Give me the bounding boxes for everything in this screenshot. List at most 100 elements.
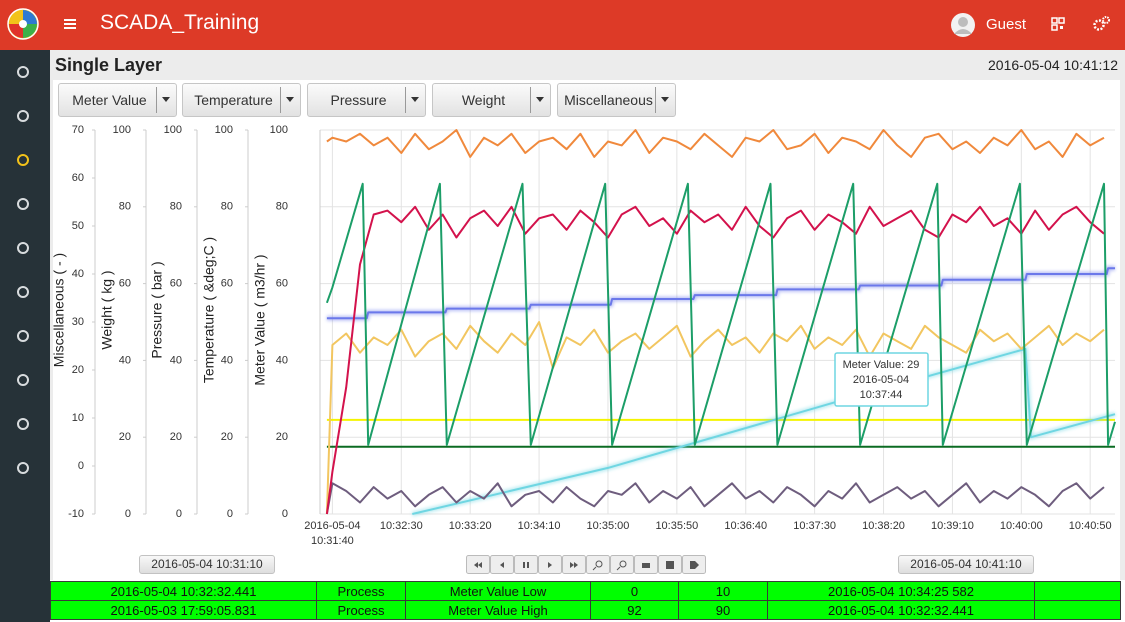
app-title: SCADA_Training bbox=[100, 11, 260, 34]
x-tick-label: 10:40:00 bbox=[1000, 520, 1043, 532]
nav-item[interactable] bbox=[17, 66, 29, 78]
x-tick-label: 10:34:10 bbox=[518, 520, 561, 532]
y-tick-label: 80 bbox=[276, 201, 288, 213]
y-tick-label: 80 bbox=[170, 201, 182, 213]
menu-toggle[interactable] bbox=[63, 17, 77, 31]
nav-item[interactable] bbox=[17, 286, 29, 298]
y-tick-label: 80 bbox=[221, 201, 233, 213]
logo[interactable] bbox=[7, 8, 40, 41]
range-end[interactable]: 2016-05-04 10:41:10 bbox=[898, 555, 1034, 574]
nav-item[interactable] bbox=[17, 462, 29, 474]
alarm-cell: 0 bbox=[590, 581, 679, 601]
y-tick-label: 40 bbox=[170, 354, 182, 366]
alarm-cell: Process bbox=[316, 600, 406, 620]
tooltip-box bbox=[834, 352, 929, 407]
user-avatar[interactable] bbox=[950, 12, 976, 38]
tooltip: Meter Value: 29 2016-05-04 10:37:44 bbox=[834, 352, 929, 407]
y-tick-label: 0 bbox=[227, 508, 233, 520]
y-tick-label: 20 bbox=[119, 431, 131, 443]
button-label: Miscellaneous bbox=[564, 92, 653, 108]
x-tick-label: 10:38:20 bbox=[862, 520, 905, 532]
dropdown-caret bbox=[162, 97, 170, 102]
alarm-cell: 2016-05-04 10:32:32.441 bbox=[767, 600, 1035, 620]
alarm-row: 2016-05-04 10:32:32.441 Process Meter Valu… bbox=[50, 581, 1121, 601]
alarm-cell: Process bbox=[316, 581, 406, 601]
toolbar-button[interactable]: Temperature bbox=[182, 83, 301, 117]
toolbar-button[interactable]: Meter Value bbox=[58, 83, 177, 117]
separator bbox=[655, 87, 656, 113]
x-tick-label: 10:39:10 bbox=[931, 520, 974, 532]
y-tick-label: 40 bbox=[221, 354, 233, 366]
nav-item[interactable] bbox=[17, 242, 29, 254]
y-tick-label: 60 bbox=[221, 278, 233, 290]
series-line bbox=[326, 129, 1105, 158]
qr-icon[interactable] bbox=[1051, 17, 1065, 31]
alarm-cell bbox=[1034, 581, 1121, 601]
y-tick-label: 20 bbox=[276, 431, 288, 443]
y-tick-label: 80 bbox=[119, 201, 131, 213]
separator bbox=[280, 87, 281, 113]
x-tick-label: 10:35:00 bbox=[587, 520, 630, 532]
y-tick-label: 20 bbox=[72, 364, 84, 376]
settings-icon[interactable] bbox=[1092, 15, 1110, 33]
y-tick-label: 30 bbox=[72, 316, 84, 328]
x-tick-date: 2016-05-04 bbox=[304, 520, 360, 532]
range-start[interactable]: 2016-05-04 10:31:10 bbox=[139, 555, 275, 574]
x-tick-label: 10:37:30 bbox=[793, 520, 836, 532]
y-axis-title: Pressure ( bar ) bbox=[149, 261, 165, 358]
y-tick-label: 100 bbox=[215, 124, 233, 136]
y-tick-label: 60 bbox=[276, 278, 288, 290]
nav-item[interactable] bbox=[17, 418, 29, 430]
y-tick-label: 60 bbox=[72, 172, 84, 184]
separator bbox=[530, 87, 531, 113]
y-tick-label: 20 bbox=[221, 431, 233, 443]
y-tick-label: 0 bbox=[125, 508, 131, 520]
panel-title: Single Layer bbox=[55, 55, 163, 75]
y-tick-label: 40 bbox=[72, 268, 84, 280]
dropdown-caret bbox=[286, 97, 294, 102]
toolbar-button[interactable]: Pressure bbox=[307, 83, 426, 117]
toolbar-button[interactable]: Weight bbox=[432, 83, 551, 117]
nav-item[interactable] bbox=[17, 110, 29, 122]
x-tick-label: 10:33:20 bbox=[449, 520, 492, 532]
x-tick-label: 10:32:30 bbox=[380, 520, 423, 532]
alarm-cell: 2016-05-04 10:34:25 582 bbox=[767, 581, 1035, 601]
y-tick-label: 0 bbox=[282, 508, 288, 520]
y-axis-title: Meter Value ( m3/hr ) bbox=[252, 254, 268, 385]
y-tick-label: 40 bbox=[119, 354, 131, 366]
y-tick-label: 100 bbox=[270, 124, 288, 136]
series-line bbox=[326, 267, 1115, 320]
nav-item[interactable] bbox=[17, 330, 29, 342]
chart-area bbox=[53, 80, 1120, 580]
y-tick-label: 60 bbox=[119, 278, 131, 290]
y-tick-label: 10 bbox=[72, 412, 84, 424]
user-name[interactable]: Guest bbox=[986, 16, 1027, 33]
dropdown-caret bbox=[536, 97, 544, 102]
x-tick-label: 10:31:40 bbox=[311, 535, 354, 547]
y-tick-label: 40 bbox=[276, 354, 288, 366]
y-axis-title: Temperature ( &deg;C ) bbox=[201, 237, 217, 383]
alarm-cell: 92 bbox=[590, 600, 679, 620]
button-label: Pressure bbox=[330, 92, 387, 108]
separator bbox=[156, 87, 157, 113]
x-tick-label: 10:35:50 bbox=[655, 520, 698, 532]
nav-item[interactable] bbox=[17, 198, 29, 210]
tooltip-line: 10:37:44 bbox=[860, 389, 903, 401]
button-label: Weight bbox=[461, 92, 506, 108]
y-tick-label: 60 bbox=[170, 278, 182, 290]
y-tick-label: 100 bbox=[164, 124, 182, 136]
alarm-cell: 2016-05-04 10:32:32.441 bbox=[50, 581, 317, 601]
y-tick-label: 50 bbox=[72, 220, 84, 232]
alarm-row: 2016-05-03 17:59:05.831 Process Meter Valu… bbox=[50, 600, 1121, 620]
alarm-cell: 10 bbox=[678, 581, 768, 601]
nav-item[interactable] bbox=[17, 374, 29, 386]
series-line bbox=[412, 347, 1116, 515]
y-tick-label: 0 bbox=[78, 460, 84, 472]
dropdown-caret bbox=[661, 97, 669, 102]
alarm-cell: 90 bbox=[678, 600, 768, 620]
toolbar-button[interactable]: Miscellaneous bbox=[557, 83, 676, 117]
nav-item[interactable] bbox=[17, 154, 29, 166]
y-axis-title: Miscellaneous ( - ) bbox=[51, 253, 67, 367]
